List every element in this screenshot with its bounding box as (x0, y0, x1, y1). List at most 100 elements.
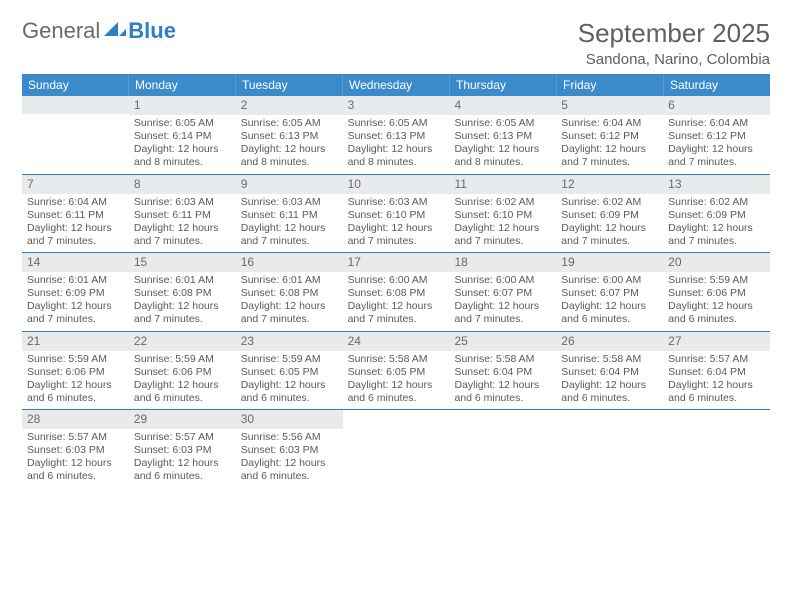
day-info-line: Daylight: 12 hours (27, 457, 124, 470)
day-cell: 2Sunrise: 6:05 AMSunset: 6:13 PMDaylight… (236, 96, 343, 174)
week-row: 28Sunrise: 5:57 AMSunset: 6:03 PMDayligh… (22, 410, 770, 488)
day-number: 18 (449, 253, 556, 272)
day-info-line: Sunset: 6:05 PM (241, 366, 338, 379)
day-info-line: Sunrise: 5:58 AM (561, 353, 658, 366)
day-info-line: Sunrise: 6:03 AM (348, 196, 445, 209)
day-info-line: Daylight: 12 hours (27, 300, 124, 313)
day-info-line: Sunset: 6:04 PM (561, 366, 658, 379)
empty-day (556, 410, 663, 488)
day-body: Sunrise: 6:01 AMSunset: 6:08 PMDaylight:… (129, 272, 236, 331)
day-info-line: Sunrise: 6:02 AM (454, 196, 551, 209)
day-info-line: and 7 minutes. (668, 235, 765, 248)
day-info-line: Sunrise: 5:59 AM (668, 274, 765, 287)
day-number: 6 (663, 96, 770, 115)
day-info-line: Sunset: 6:13 PM (348, 130, 445, 143)
day-info-line: Daylight: 12 hours (134, 300, 231, 313)
day-number: 10 (343, 175, 450, 194)
day-cell: 14Sunrise: 6:01 AMSunset: 6:09 PMDayligh… (22, 253, 129, 331)
day-number: 21 (22, 332, 129, 351)
day-cell: 16Sunrise: 6:01 AMSunset: 6:08 PMDayligh… (236, 253, 343, 331)
day-number: 19 (556, 253, 663, 272)
day-cell: 12Sunrise: 6:02 AMSunset: 6:09 PMDayligh… (556, 175, 663, 253)
day-body (22, 114, 129, 170)
day-info-line: Sunrise: 6:02 AM (668, 196, 765, 209)
day-cell: 26Sunrise: 5:58 AMSunset: 6:04 PMDayligh… (556, 332, 663, 410)
day-number (663, 410, 770, 428)
day-info-line: Daylight: 12 hours (241, 457, 338, 470)
day-cell: 22Sunrise: 5:59 AMSunset: 6:06 PMDayligh… (129, 332, 236, 410)
day-info-line: and 7 minutes. (134, 313, 231, 326)
day-number (556, 410, 663, 428)
day-cell: 3Sunrise: 6:05 AMSunset: 6:13 PMDaylight… (343, 96, 450, 174)
day-info-line: Sunrise: 6:05 AM (241, 117, 338, 130)
empty-day (449, 410, 556, 488)
day-body: Sunrise: 5:59 AMSunset: 6:06 PMDaylight:… (129, 351, 236, 410)
day-body: Sunrise: 6:02 AMSunset: 6:09 PMDaylight:… (556, 194, 663, 253)
day-info-line: Sunrise: 6:02 AM (561, 196, 658, 209)
day-cell: 24Sunrise: 5:58 AMSunset: 6:05 PMDayligh… (343, 332, 450, 410)
day-info-line: Sunset: 6:10 PM (454, 209, 551, 222)
day-cell: 6Sunrise: 6:04 AMSunset: 6:12 PMDaylight… (663, 96, 770, 174)
day-info-line: Sunset: 6:06 PM (668, 287, 765, 300)
day-info-line: Daylight: 12 hours (27, 379, 124, 392)
day-info-line: Sunrise: 6:00 AM (561, 274, 658, 287)
day-info-line: Sunrise: 5:58 AM (454, 353, 551, 366)
day-info-line: Sunrise: 5:58 AM (348, 353, 445, 366)
day-info-line: Daylight: 12 hours (134, 379, 231, 392)
day-number: 29 (129, 410, 236, 429)
day-body: Sunrise: 6:05 AMSunset: 6:13 PMDaylight:… (449, 115, 556, 174)
week-row: 21Sunrise: 5:59 AMSunset: 6:06 PMDayligh… (22, 332, 770, 411)
day-info-line: Sunset: 6:08 PM (241, 287, 338, 300)
day-info-line: and 8 minutes. (454, 156, 551, 169)
day-body: Sunrise: 5:58 AMSunset: 6:04 PMDaylight:… (449, 351, 556, 410)
day-info-line: Daylight: 12 hours (241, 379, 338, 392)
day-info-line: Sunrise: 6:05 AM (134, 117, 231, 130)
day-info-line: Sunrise: 6:03 AM (134, 196, 231, 209)
day-info-line: Sunset: 6:09 PM (668, 209, 765, 222)
day-info-line: Sunrise: 6:05 AM (348, 117, 445, 130)
day-info-line: Sunrise: 5:56 AM (241, 431, 338, 444)
day-cell: 23Sunrise: 5:59 AMSunset: 6:05 PMDayligh… (236, 332, 343, 410)
day-number: 27 (663, 332, 770, 351)
day-info-line: Daylight: 12 hours (241, 300, 338, 313)
day-info-line: Sunrise: 6:00 AM (348, 274, 445, 287)
dow-cell: Wednesday (343, 74, 450, 96)
day-number: 7 (22, 175, 129, 194)
day-info-line: Daylight: 12 hours (348, 300, 445, 313)
day-cell: 8Sunrise: 6:03 AMSunset: 6:11 PMDaylight… (129, 175, 236, 253)
header: General Blue September 2025 Sandona, Nar… (22, 18, 770, 68)
day-info-line: Sunset: 6:04 PM (454, 366, 551, 379)
day-cell: 25Sunrise: 5:58 AMSunset: 6:04 PMDayligh… (449, 332, 556, 410)
day-info-line: and 7 minutes. (241, 235, 338, 248)
day-number (343, 410, 450, 428)
day-cell: 29Sunrise: 5:57 AMSunset: 6:03 PMDayligh… (129, 410, 236, 488)
day-number: 11 (449, 175, 556, 194)
day-info-line: Sunset: 6:12 PM (561, 130, 658, 143)
day-number: 12 (556, 175, 663, 194)
day-number: 30 (236, 410, 343, 429)
day-info-line: Sunset: 6:08 PM (134, 287, 231, 300)
day-body: Sunrise: 6:05 AMSunset: 6:14 PMDaylight:… (129, 115, 236, 174)
day-info-line: and 7 minutes. (454, 235, 551, 248)
day-info-line: Sunset: 6:05 PM (348, 366, 445, 379)
day-number: 1 (129, 96, 236, 115)
day-info-line: Sunrise: 6:05 AM (454, 117, 551, 130)
day-info-line: Sunset: 6:07 PM (454, 287, 551, 300)
day-body: Sunrise: 6:03 AMSunset: 6:11 PMDaylight:… (129, 194, 236, 253)
day-body (343, 428, 450, 484)
day-body: Sunrise: 6:05 AMSunset: 6:13 PMDaylight:… (236, 115, 343, 174)
day-info-line: Sunrise: 6:01 AM (241, 274, 338, 287)
day-info-line: Sunset: 6:03 PM (27, 444, 124, 457)
day-info-line: Sunset: 6:09 PM (561, 209, 658, 222)
logo-sail-icon (104, 18, 126, 44)
day-body: Sunrise: 6:01 AMSunset: 6:08 PMDaylight:… (236, 272, 343, 331)
day-info-line: and 6 minutes. (668, 313, 765, 326)
day-cell: 1Sunrise: 6:05 AMSunset: 6:14 PMDaylight… (129, 96, 236, 174)
day-body: Sunrise: 6:03 AMSunset: 6:10 PMDaylight:… (343, 194, 450, 253)
day-info-line: Daylight: 12 hours (134, 457, 231, 470)
day-number: 23 (236, 332, 343, 351)
day-body: Sunrise: 6:04 AMSunset: 6:11 PMDaylight:… (22, 194, 129, 253)
day-info-line: and 7 minutes. (348, 235, 445, 248)
day-number: 13 (663, 175, 770, 194)
day-info-line: and 6 minutes. (241, 470, 338, 483)
